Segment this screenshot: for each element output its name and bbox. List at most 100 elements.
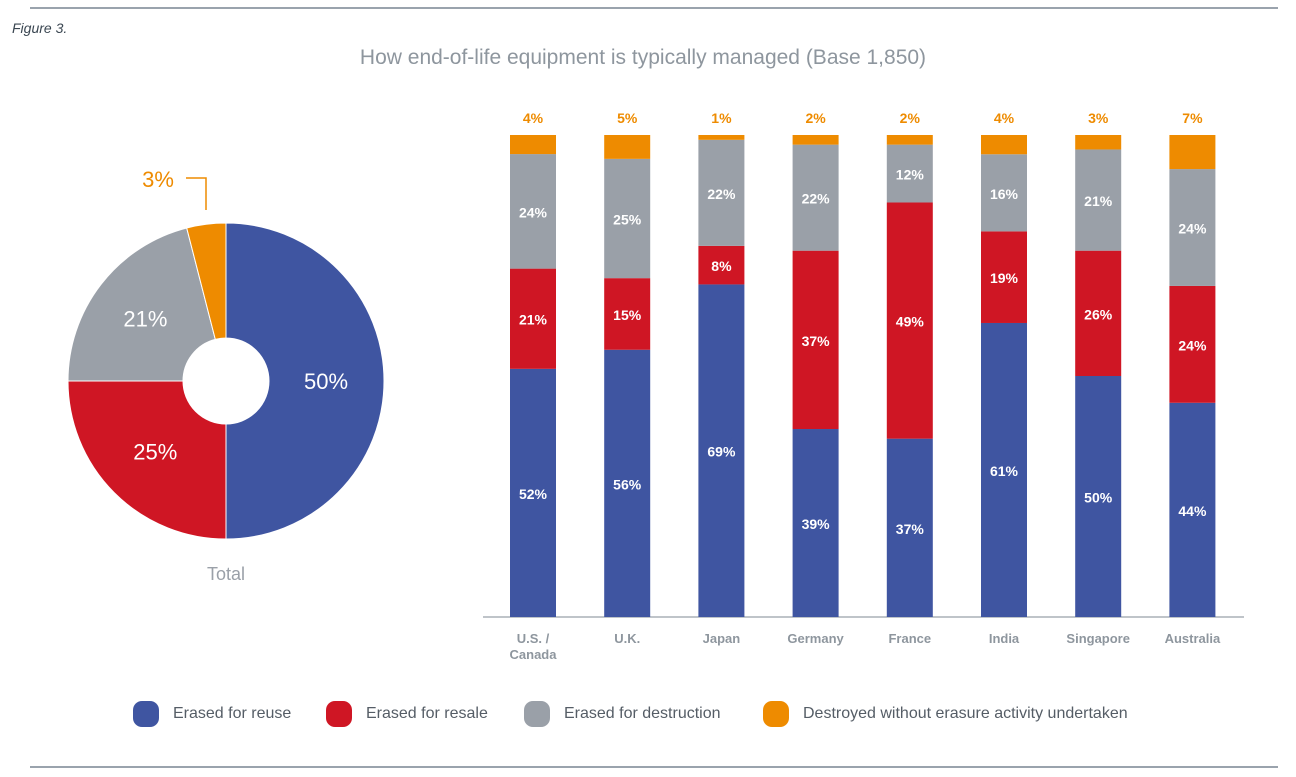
bar-value-label: 49%	[896, 314, 925, 330]
bar-value-label: 21%	[519, 312, 548, 328]
legend-swatch-destroyed	[763, 701, 789, 727]
bar-segment	[792, 429, 839, 617]
bar-segment	[886, 144, 933, 203]
legend-swatch-destruction	[524, 701, 550, 727]
x-tick-label: India	[989, 631, 1020, 646]
bar-value-label: 24%	[1178, 221, 1207, 237]
bar-segment	[981, 135, 1027, 155]
top-rule	[30, 7, 1278, 9]
bar-value-label: 25%	[613, 212, 642, 228]
bar-value-label: 16%	[990, 186, 1019, 202]
legend: Erased for reuse Erased for resale Erase…	[0, 700, 1296, 728]
bar-top-label: 1%	[711, 110, 732, 126]
legend-item-destroyed: Destroyed without erasure activity under…	[763, 700, 1128, 728]
bar-top-label: 2%	[805, 110, 826, 126]
bar-segment	[510, 268, 556, 369]
legend-item-reuse: Erased for reuse	[133, 700, 291, 728]
figure-label: Figure 3.	[12, 20, 68, 36]
pie-slice-label: 3%	[142, 167, 174, 192]
bar-segment	[604, 135, 651, 159]
bar-value-label: 22%	[707, 186, 736, 202]
bar-segment	[510, 135, 556, 155]
bar-value-label: 37%	[896, 521, 925, 537]
legend-swatch-reuse	[133, 701, 159, 727]
bar-segment	[1169, 285, 1216, 403]
x-tick-label: Singapore	[1066, 631, 1130, 646]
bar-segment	[1075, 250, 1122, 376]
bar-value-label: 50%	[1084, 490, 1113, 506]
bar-top-label: 4%	[523, 110, 544, 126]
pie-slice-label: 50%	[304, 369, 348, 394]
bar-segment	[792, 135, 839, 145]
bottom-rule	[30, 766, 1278, 768]
legend-label-reuse: Erased for reuse	[173, 705, 292, 722]
pie-slice	[67, 380, 227, 540]
bar-top-label: 7%	[1182, 110, 1203, 126]
bar-segment	[698, 135, 745, 140]
legend-item-resale: Erased for resale	[326, 700, 488, 728]
bar-value-label: 52%	[519, 486, 548, 502]
legend-swatch-resale	[326, 701, 352, 727]
bar-segment	[510, 368, 556, 617]
x-tick-label: Canada	[510, 647, 558, 662]
bar-segment	[604, 158, 651, 279]
bar-segment	[510, 154, 556, 269]
bar-segment	[886, 438, 933, 617]
x-tick-label: U.S. /	[517, 631, 550, 646]
bar-segment	[792, 144, 839, 251]
x-tick-label: Australia	[1165, 631, 1221, 646]
bar-value-label: 69%	[707, 444, 736, 460]
bar-value-label: 19%	[990, 270, 1019, 286]
bar-top-label: 5%	[617, 110, 638, 126]
bar-top-label: 4%	[994, 110, 1015, 126]
bar-segment	[1169, 169, 1216, 286]
bar-top-label: 2%	[900, 110, 921, 126]
x-tick-label: U.K.	[614, 631, 640, 646]
x-tick-label: France	[888, 631, 931, 646]
bar-value-label: 24%	[1178, 337, 1207, 353]
bar-segment	[698, 245, 745, 285]
x-tick-label: Germany	[787, 631, 844, 646]
pie-slice	[225, 222, 385, 540]
bar-segment	[698, 284, 745, 617]
bar-segment	[1169, 135, 1216, 170]
bar-value-label: 44%	[1178, 503, 1207, 519]
bar-value-label: 15%	[613, 307, 642, 323]
bar-segment	[1169, 402, 1216, 617]
bar-value-label: 37%	[802, 333, 831, 349]
bar-value-label: 22%	[802, 191, 831, 207]
bar-segment	[1075, 149, 1122, 251]
pie-callout-line	[186, 177, 207, 210]
bar-segment	[886, 135, 933, 145]
legend-label-resale: Erased for resale	[366, 705, 488, 722]
legend-item-destruction: Erased for destruction	[524, 700, 721, 728]
bar-value-label: 56%	[613, 476, 642, 492]
bar-segment	[1075, 376, 1122, 617]
bar-segment	[604, 349, 651, 617]
legend-label-destroyed: Destroyed without erasure activity under…	[803, 705, 1128, 722]
bar-segment	[792, 250, 839, 430]
bar-value-label: 12%	[896, 167, 925, 183]
bar-value-label: 24%	[519, 204, 548, 220]
chart-title: How end-of-life equipment is typically m…	[359, 46, 927, 69]
pie-total-label: Total	[207, 564, 245, 584]
pie-slice	[186, 222, 227, 340]
bar-segment	[981, 154, 1027, 232]
x-tick-label: Japan	[703, 631, 741, 646]
bar-segment	[886, 202, 933, 439]
pie-slice-label: 25%	[133, 440, 177, 465]
bar-segment	[698, 139, 745, 246]
bar-value-label: 39%	[802, 516, 831, 532]
bar-top-label: 3%	[1088, 110, 1109, 126]
bar-value-label: 26%	[1084, 306, 1113, 322]
bar-value-label: 61%	[990, 463, 1019, 479]
bar-value-label: 8%	[711, 258, 732, 274]
bar-value-label: 21%	[1084, 193, 1113, 209]
pie-slice	[67, 227, 216, 382]
bar-segment	[981, 231, 1027, 323]
bar-segment	[1075, 135, 1122, 150]
pie-slice-label: 21%	[123, 306, 167, 331]
bar-segment	[604, 278, 651, 350]
legend-label-destruction: Erased for destruction	[564, 705, 721, 722]
